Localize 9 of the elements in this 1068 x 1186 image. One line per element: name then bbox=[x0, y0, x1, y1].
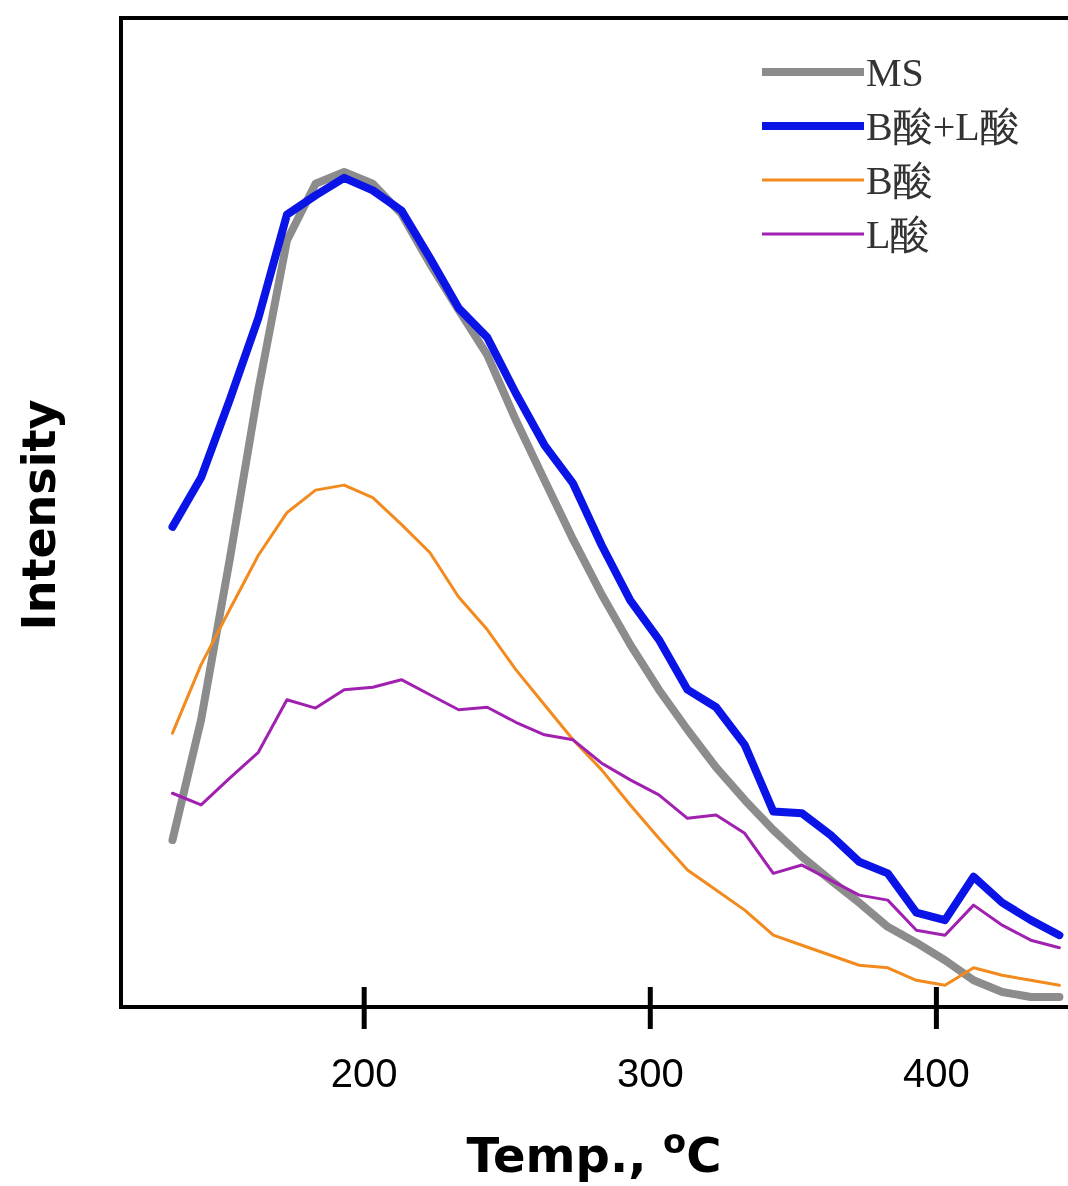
legend-label: B酸 bbox=[866, 158, 933, 203]
x-tick-label: 200 bbox=[330, 1051, 398, 1095]
legend-label: B酸+L酸 bbox=[866, 104, 1020, 149]
x-axis-title: Temp., $^{o}$C bbox=[466, 1121, 722, 1183]
legend-label: L酸 bbox=[866, 212, 931, 257]
y-axis-title: Intensity bbox=[12, 399, 66, 631]
x-tick-label: 300 bbox=[616, 1051, 684, 1095]
legend-label: MS bbox=[866, 50, 924, 95]
x-tick-label: 400 bbox=[903, 1051, 970, 1095]
